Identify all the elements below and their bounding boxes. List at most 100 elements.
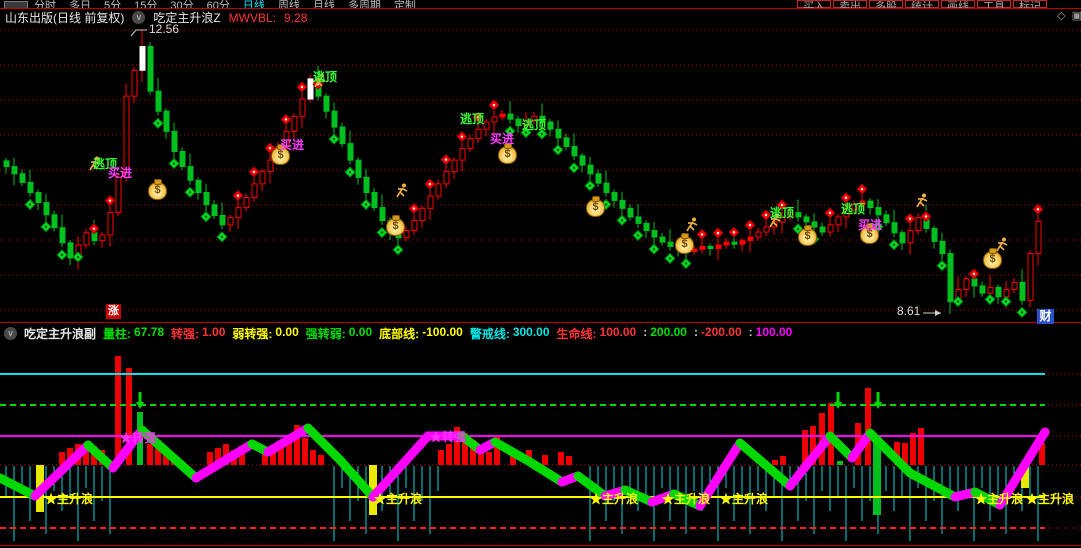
green-diamond-marker [216,231,228,243]
financial-report-badge[interactable]: 财 [1037,309,1054,324]
red-diamond-marker [904,212,916,225]
green-diamond-marker [888,239,900,251]
toolbar-button-工具[interactable]: 工具 [977,0,1011,8]
stock-title: 山东出版(日线 前复权) [5,11,125,25]
red-diamond-marker [104,194,116,207]
green-diamond-marker [1016,306,1028,318]
param-label: : [693,325,698,339]
red-diamond-marker [744,219,756,231]
period-tab-周线[interactable]: 周线 [277,0,300,9]
period-tab-分时[interactable]: 分时 [34,0,56,9]
chevron-down-icon[interactable]: v [4,327,17,340]
period-tab-15分[interactable]: 15分 [134,0,158,9]
green-diamond-marker [552,144,564,156]
toolbar-button-卖出[interactable]: 卖出 [833,0,867,8]
param-label: 底部线: [379,327,420,341]
param-label: : [748,325,753,339]
period-tabs: 分时 多日 5分 15分 30分 60分 日线 周线 月线 多周期 定制 [0,0,416,8]
toolbar-button-多股[interactable]: 多股 [869,0,903,8]
red-diamond-marker [1032,203,1044,215]
moneybag-icon: $ [860,223,879,244]
chevron-down-icon[interactable]: v [132,11,146,24]
period-tab-日线[interactable]: 日线 [243,0,265,8]
red-diamond-marker [920,210,932,223]
green-diamond-marker [168,157,180,170]
panel-divider[interactable] [0,322,1081,323]
panel-layout-icon[interactable]: ▣ [1071,10,1081,22]
green-diamond-marker [648,243,660,255]
green-diamond-marker [328,133,340,145]
red-diamond-marker [776,199,788,211]
red-diamond-marker [856,183,868,195]
red-diamond-marker [488,99,500,111]
moneybag-icon: $ [586,196,605,217]
period-tab-60分[interactable]: 60分 [206,0,230,9]
period-tab-多日[interactable]: 多日 [69,0,91,9]
high-price-label: 12.56 [149,22,180,36]
period-tab-定制[interactable]: 定制 [393,0,416,9]
red-diamond-marker [968,268,980,280]
menu-grid-icon[interactable] [4,1,28,8]
param-label: 生命线: [556,327,597,341]
turn-strong-label: ★转强 [120,431,157,445]
red-diamond-marker [456,130,468,143]
green-diamond-marker [584,180,596,192]
param-8: : -200.00 [694,325,742,342]
period-tab-月线[interactable]: 月线 [312,0,335,9]
param-1: 转强: 1.00 [171,325,225,342]
red-diamond-marker [280,113,292,126]
green-diamond-marker [360,198,372,211]
red-diamond-marker [232,189,244,202]
red-diamond-marker [472,111,484,123]
red-diamond-marker [696,228,708,241]
main-indicator-name[interactable]: 吃定主升浪Z [153,11,221,25]
green-diamond-marker [520,126,532,139]
top-menubar: 分时 多日 5分 15分 30分 60分 日线 周线 月线 多周期 定制 买入 卖出 多股 统计 画线 工具标… [0,0,1081,9]
runner-icon [913,192,930,214]
green-diamond-marker [616,214,628,226]
green-diamond-marker [56,249,68,261]
toolbar-button-标记[interactable]: 标记 [1013,0,1047,8]
green-diamond-marker [376,226,388,239]
period-tab-30分[interactable]: 30分 [170,0,194,9]
green-diamond-marker [200,211,212,223]
param-label: 转强: [171,327,200,341]
indicator-chart[interactable] [0,345,1081,545]
escape-top-label: 逃顶 [93,157,118,171]
buy-label: 买进 [108,166,133,180]
toolbar-button-买入[interactable]: 买入 [797,0,831,8]
sub-indicator-name[interactable]: 吃定主升浪副 [24,327,97,341]
moneybag-icon: $ [271,144,290,165]
param-value: 100.00 [755,325,793,339]
runner-icon [86,155,103,177]
red-diamond-marker [760,209,772,221]
param-value: -200.00 [700,325,742,339]
runner-icon [683,216,700,238]
red-diamond-marker [824,207,836,219]
mwvbl-value: 9.28 [284,10,308,25]
toolbar-button-画线[interactable]: 画线 [941,0,975,8]
escape-top-label: 逃顶 [841,202,866,216]
indicator-params: 量柱: 67.78 转强: 1.00 弱转强: 0.00 强转弱: 0.00 底部线: -100.… [103,325,792,342]
moneybag-icon: $ [498,143,517,164]
buy-label: 买进 [280,138,305,152]
bottom-border [0,545,1081,546]
escape-top-label: 逃顶 [770,206,795,220]
param-value: 100.00 [599,325,637,339]
toolbar-button-统计[interactable]: 统计 [905,0,939,8]
param-value: 1.00 [202,325,226,339]
period-tab-多周期[interactable]: 多周期 [347,0,381,9]
param-6: 生命线: 100.00 [557,325,637,342]
red-diamond-marker [712,227,724,239]
main-rising-wave-label: ★主升浪 [662,492,711,506]
green-diamond-marker [984,293,996,306]
diamond-icon[interactable]: ◇ [1057,10,1066,22]
moneybag-icon: $ [386,215,405,236]
period-tab-5分[interactable]: 5分 [104,0,122,9]
candlestick-chart[interactable] [0,26,1081,322]
param-value: 67.78 [134,325,165,339]
red-diamond-marker [88,223,100,235]
green-diamond-marker [184,186,196,198]
runner-icon [311,72,328,94]
